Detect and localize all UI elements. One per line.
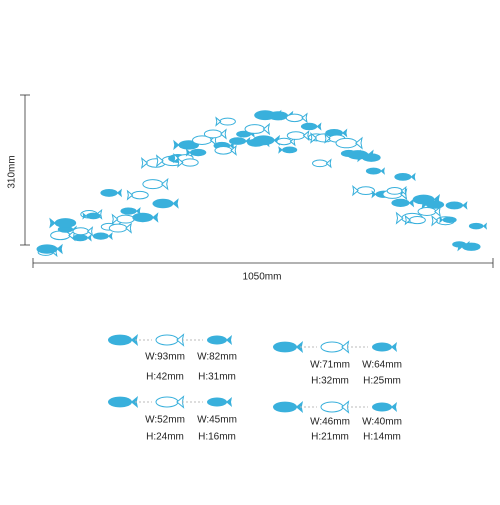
fish — [320, 400, 350, 414]
fish — [72, 233, 92, 242]
fish — [335, 137, 363, 149]
height-dimension — [20, 94, 30, 246]
fish — [300, 122, 322, 131]
fish — [244, 123, 270, 135]
fish — [278, 146, 298, 154]
fish — [273, 401, 303, 413]
size-width: W:52mm — [145, 415, 185, 426]
fish — [372, 342, 397, 352]
size-legend: W:93mm H:42mm W:82mm H:31mm W:71mm H:32mm W:64… — [108, 333, 402, 443]
fish — [215, 117, 236, 126]
fish — [352, 185, 376, 196]
fish — [127, 190, 149, 200]
fish — [155, 333, 185, 347]
fish-swarm — [36, 109, 488, 257]
size-height: H:21mm — [311, 432, 349, 443]
height-label: 310mm — [7, 155, 18, 188]
size-height: H:42mm — [146, 372, 184, 383]
fish — [111, 214, 135, 224]
fish — [92, 232, 113, 241]
size-width: W:64mm — [362, 360, 402, 371]
size-height: H:24mm — [146, 432, 184, 443]
fish — [312, 159, 332, 168]
size-width: W:93mm — [145, 352, 185, 363]
fish — [108, 223, 132, 233]
fish — [49, 217, 77, 229]
fish — [72, 226, 93, 236]
fish — [108, 396, 138, 408]
fish — [320, 340, 350, 354]
width-label: 1050mm — [243, 272, 282, 283]
fish — [142, 178, 169, 190]
fish — [394, 172, 416, 182]
size-width: W:82mm — [197, 352, 237, 363]
width-dimension — [32, 258, 494, 268]
fish — [152, 198, 179, 209]
size-width: W:45mm — [197, 415, 237, 426]
fish — [285, 113, 308, 123]
fish — [207, 335, 232, 345]
fish — [273, 341, 303, 353]
fish — [252, 134, 281, 146]
fish — [229, 136, 251, 146]
size-width: W:40mm — [362, 417, 402, 428]
size-height: H:14mm — [363, 432, 401, 443]
fish — [36, 243, 63, 255]
fish — [286, 130, 310, 141]
size-width: W:71mm — [310, 360, 350, 371]
size-width: W:46mm — [310, 417, 350, 428]
size-height: H:25mm — [363, 376, 401, 387]
fish — [203, 129, 227, 139]
fish — [100, 188, 123, 198]
fish — [372, 402, 397, 412]
fish — [155, 395, 185, 409]
size-height: H:31mm — [198, 372, 236, 383]
fish — [132, 212, 159, 223]
fish — [468, 222, 488, 230]
size-height: H:32mm — [311, 376, 349, 387]
fish — [108, 334, 138, 346]
size-height: H:16mm — [198, 432, 236, 443]
fish — [391, 198, 415, 208]
fish — [445, 201, 468, 210]
fish — [365, 167, 385, 175]
fish — [207, 397, 232, 407]
